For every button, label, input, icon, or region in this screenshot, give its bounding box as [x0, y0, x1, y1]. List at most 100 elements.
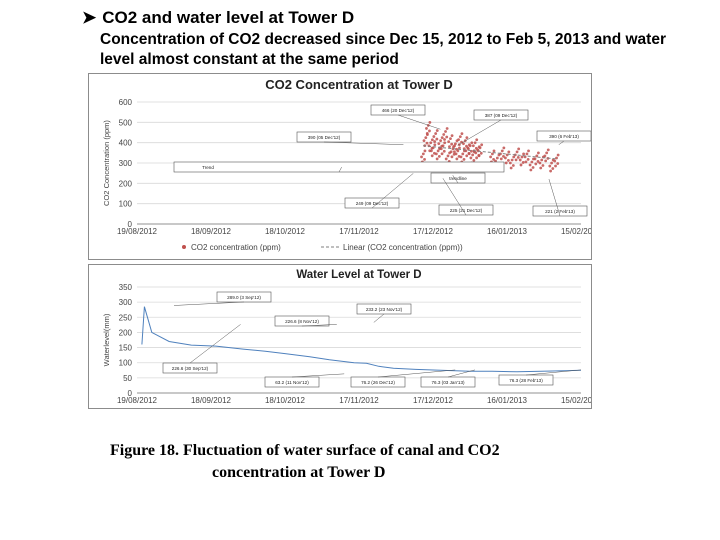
co2-data-point: [508, 161, 512, 165]
x-tick-label: 18/10/2012: [265, 396, 306, 405]
co2-data-point: [435, 137, 439, 141]
co2-data-point: [489, 155, 492, 159]
co2-data-point: [535, 154, 539, 158]
co2-data-point: [462, 158, 466, 161]
co2-data-point: [531, 166, 535, 169]
co2-data-point: [429, 141, 433, 145]
x-tick-label: 15/02/2013: [561, 227, 591, 236]
co2-data-point: [422, 139, 426, 143]
y-tick-label: 250: [119, 313, 133, 322]
co2-data-point: [460, 132, 464, 136]
co2-data-point: [467, 147, 470, 151]
annotation-box: [173, 161, 505, 173]
x-tick-label: 16/01/2013: [487, 227, 528, 236]
co2-data-point: [555, 156, 558, 160]
co2-data-point: [453, 150, 456, 154]
co2-data-point: [469, 156, 473, 160]
annotation-label: 226.6 (8 Nov'12): [285, 319, 319, 324]
co2-data-point: [456, 149, 460, 153]
co2-data-point: [502, 146, 506, 150]
y-tick-label: 500: [119, 118, 133, 127]
co2-data-point: [445, 135, 449, 139]
y-axis-label: CO2 Concentration (ppm): [102, 120, 111, 206]
co2-data-point: [434, 152, 438, 156]
co2-data-point: [554, 164, 557, 168]
annotation-label: 221 (2 Feb'13): [545, 209, 575, 214]
co2-data-point: [441, 144, 445, 148]
co2-data-point: [556, 153, 560, 157]
co2-data-point: [536, 160, 540, 163]
co2-data-point: [511, 164, 515, 167]
annotation-leader: [301, 324, 337, 327]
co2-data-point: [548, 164, 552, 168]
co2-data-point: [492, 158, 495, 161]
co2-data-point: [528, 163, 532, 167]
annotation-label: 233.2 (23 Nov'12): [366, 307, 403, 312]
co2-data-point: [437, 154, 441, 158]
co2-data-point: [439, 139, 442, 143]
co2-data-point: [502, 154, 505, 158]
annotation-label: 466 (20 Dec'12): [382, 108, 415, 113]
co2-data-point: [425, 127, 428, 130]
x-tick-label: 19/08/2012: [117, 396, 158, 405]
y-tick-label: 100: [119, 200, 133, 209]
co2-data-point: [432, 135, 436, 138]
co2-data-point: [442, 149, 446, 153]
co2-data-point: [448, 145, 451, 149]
co2-data-point: [551, 167, 555, 170]
annotation-leader: [377, 369, 456, 378]
legend-label-co2: CO2 concentration (ppm): [191, 243, 281, 252]
figure-caption: Figure 18. Fluctuation of water surface …: [110, 440, 670, 484]
x-tick-label: 17/12/2012: [413, 227, 454, 236]
co2-data-point: [549, 169, 552, 173]
annotation-label: 76.3 (28 Feb'13): [509, 378, 543, 383]
annotation-label: Trend: [202, 165, 214, 170]
water-level-chart: Water Level at Tower D 0 50 100 150 200 250 300…: [102, 269, 602, 405]
co2-data-point: [458, 135, 462, 139]
co2-data-point: [478, 146, 482, 150]
annotation-leader: [452, 175, 459, 184]
co2-data-point: [449, 150, 453, 154]
annotation-leader: [291, 373, 345, 378]
co2-data-point: [458, 146, 461, 150]
co2-data-point: [522, 152, 525, 156]
co2-data-point: [473, 141, 477, 145]
co2-data-point: [471, 144, 475, 148]
co2-data-point: [439, 147, 443, 151]
co2-data-point: [423, 158, 426, 161]
y-tick-label: 100: [119, 359, 133, 368]
co2-data-point: [475, 156, 478, 160]
y-tick-label: 300: [119, 298, 133, 307]
co2-data-point: [465, 154, 469, 158]
annotation-leader: [558, 140, 565, 145]
y-tick-label: 50: [123, 374, 132, 383]
co2-data-point: [445, 127, 449, 130]
annotation-label: 289.0 (3 Sep'12): [227, 295, 261, 300]
co2-data-point: [499, 157, 503, 161]
co2-data-point: [420, 155, 423, 159]
annotation-leader: [323, 141, 404, 145]
co2-data-point: [444, 157, 448, 161]
water-level-chart-panel: Water Level at Tower D 0 50 100 150 200 250 300…: [88, 264, 602, 409]
co2-data-point: [467, 152, 471, 156]
co2-data-point: [534, 162, 538, 166]
co2-data-point: [457, 138, 460, 142]
annotation-leader: [457, 119, 502, 146]
y-tick-label: 300: [119, 159, 133, 168]
co2-data-point: [437, 142, 441, 146]
co2-data-point: [527, 149, 530, 153]
annotation-leader: [397, 114, 441, 130]
co2-data-point: [443, 141, 447, 145]
co2-data-point: [553, 159, 557, 163]
co2-data-point: [510, 158, 514, 162]
y-tick-label: 400: [119, 139, 133, 148]
x-tick-label: 17/11/2012: [339, 227, 379, 236]
co2-chart-panel: CO2 Concentration at Tower D 0 100 200 300 40…: [88, 73, 602, 260]
co2-data-point: [520, 155, 524, 159]
co2-data-point: [423, 149, 427, 153]
co2-data-point: [533, 157, 537, 161]
co2-data-point: [468, 144, 472, 148]
annotation-label: trendline: [449, 176, 467, 181]
x-tick-label: 16/01/2013: [487, 396, 528, 405]
co2-data-point: [544, 159, 548, 163]
